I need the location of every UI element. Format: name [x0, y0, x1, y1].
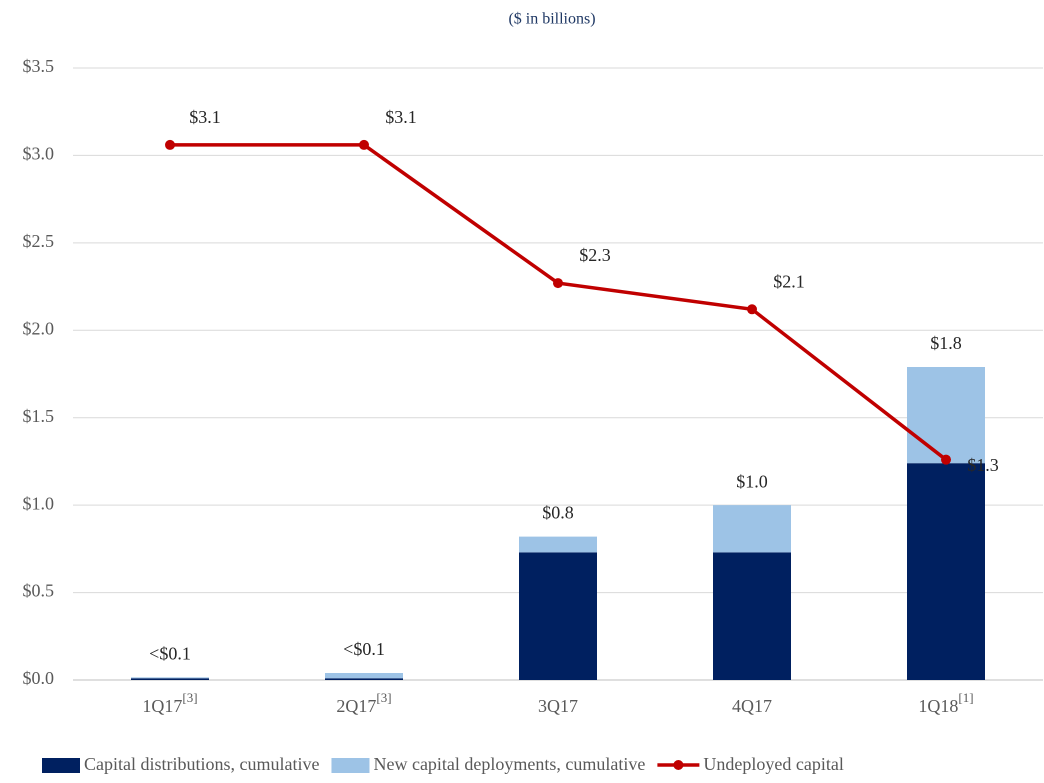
- category-note: [3]: [182, 690, 197, 705]
- legend-label: New capital deployments, cumulative: [373, 754, 645, 774]
- bar: [325, 678, 403, 680]
- total-label: <$0.1: [149, 644, 191, 664]
- total-label: $1.0: [736, 471, 768, 491]
- bar: [713, 505, 791, 553]
- point: [553, 278, 563, 289]
- y-tick-label: $1.0: [23, 493, 55, 513]
- category-note: [1]: [958, 690, 973, 705]
- total-label: $0.8: [542, 503, 574, 523]
- category: 1Q18: [918, 696, 958, 716]
- data-label: $2.3: [579, 245, 611, 265]
- bar: [907, 463, 985, 680]
- point: [359, 139, 369, 150]
- bar: [519, 536, 597, 553]
- y-tick-label: $1.5: [23, 406, 55, 426]
- total-label: $1.8: [930, 333, 962, 353]
- bar: [131, 677, 209, 679]
- x-tick-label: 2Q17[3]: [336, 690, 391, 716]
- bar: [519, 552, 597, 680]
- y-tick-label: $3.0: [23, 144, 55, 164]
- data-label: $2.1: [773, 271, 805, 291]
- y-tick-label: $2.0: [23, 318, 55, 338]
- category: 1Q17: [142, 696, 182, 716]
- legend-swatch: [331, 758, 370, 773]
- data-label: $1.3: [967, 455, 999, 475]
- y-tick-label: $2.5: [23, 231, 55, 251]
- legend-label: Undeployed capital: [703, 754, 843, 774]
- y-tick-label: $3.5: [23, 56, 55, 76]
- bar: [907, 367, 985, 464]
- category: 4Q17: [732, 696, 772, 716]
- data-label: $3.1: [385, 107, 417, 127]
- chart-subtitle: ($ in billions): [508, 11, 595, 28]
- legend-label: Capital distributions, cumulative: [84, 754, 319, 774]
- x-tick-label: 3Q17: [538, 696, 578, 716]
- y-tick-label: $0.0: [23, 668, 55, 688]
- x-tick-label: 1Q17[3]: [142, 690, 197, 716]
- point: [747, 304, 757, 315]
- legend-point: [673, 760, 684, 770]
- bar: [325, 673, 403, 679]
- category-note: [3]: [376, 690, 391, 705]
- point: [165, 139, 175, 150]
- x-tick-label: 1Q18[1]: [918, 690, 973, 716]
- data-label: $3.1: [189, 107, 221, 127]
- category: 2Q17: [336, 696, 376, 716]
- x-tick-label: 4Q17: [732, 696, 772, 716]
- line: [170, 143, 948, 462]
- total-label: <$0.1: [343, 639, 385, 659]
- legend-swatch: [42, 758, 80, 773]
- category: 3Q17: [538, 696, 578, 716]
- y-tick-label: $0.5: [23, 581, 55, 601]
- point: [941, 454, 951, 465]
- bar: [713, 552, 791, 680]
- bar: [131, 678, 209, 680]
